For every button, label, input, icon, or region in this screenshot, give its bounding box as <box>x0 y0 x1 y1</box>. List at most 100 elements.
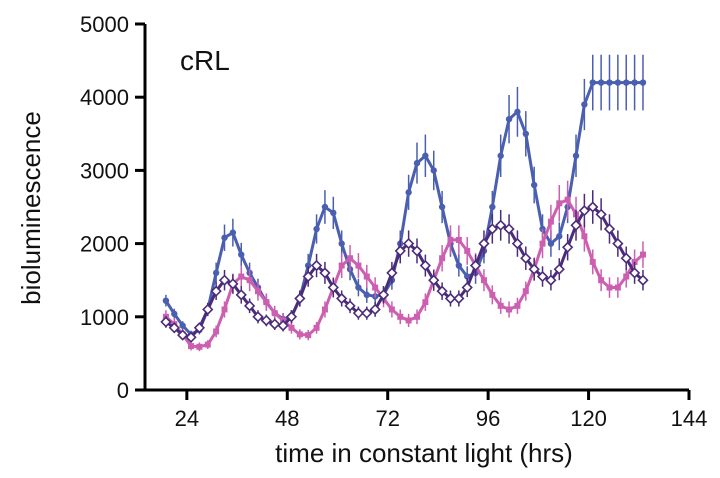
data-point <box>572 152 580 159</box>
data-point <box>536 270 549 283</box>
data-point <box>319 267 331 279</box>
data-point <box>603 223 616 235</box>
data-point <box>363 273 370 280</box>
data-point <box>628 267 641 279</box>
y-tick-label: 1000 <box>80 305 129 330</box>
axes: 0 1000 2000 3000 4000 5000 24 48 72 96 120 144 <box>80 12 707 431</box>
data-point <box>221 234 228 241</box>
data-point <box>428 274 440 286</box>
data-point <box>162 297 170 304</box>
data-point <box>614 79 622 86</box>
data-point <box>522 130 529 137</box>
data-point <box>196 343 203 350</box>
data-point <box>623 79 630 86</box>
data-point <box>528 263 540 275</box>
data-point <box>564 196 571 203</box>
data-point <box>480 277 487 284</box>
series-line <box>164 198 644 349</box>
data-point <box>497 302 504 309</box>
data-point <box>413 159 421 167</box>
data-point <box>520 252 532 264</box>
data-point <box>338 262 345 269</box>
y-tick-label: 4000 <box>80 85 129 110</box>
data-point <box>539 240 546 247</box>
data-point <box>294 292 306 305</box>
data-point <box>464 247 471 254</box>
data-point <box>637 274 649 286</box>
data-point <box>377 289 390 301</box>
series-line <box>164 81 643 336</box>
data-point <box>227 278 239 290</box>
data-point <box>612 237 624 250</box>
data-point <box>355 284 362 291</box>
data-point <box>285 311 298 323</box>
data-point <box>422 299 429 306</box>
data-point <box>372 284 379 291</box>
data-point <box>405 317 412 324</box>
data-point <box>321 203 329 211</box>
data-point <box>595 208 607 220</box>
data-point <box>581 233 588 240</box>
data-point <box>271 310 278 317</box>
x-tick-label: 24 <box>175 406 199 431</box>
data-point <box>179 322 186 329</box>
data-point <box>243 300 256 312</box>
data-point <box>556 233 563 240</box>
data-point <box>587 201 599 213</box>
data-point <box>414 313 420 320</box>
data-point <box>503 223 515 235</box>
data-point <box>444 292 457 305</box>
data-point <box>606 284 613 291</box>
x-tick-label: 120 <box>570 406 607 431</box>
data-point <box>188 343 195 350</box>
data-point <box>581 101 588 108</box>
data-point <box>547 218 554 225</box>
data-point <box>547 240 555 247</box>
data-point <box>254 288 261 295</box>
data-point <box>553 263 565 275</box>
data-point <box>235 289 247 301</box>
data-point <box>453 292 465 305</box>
y-tick-label: 5000 <box>80 12 129 37</box>
data-point <box>469 259 482 272</box>
data-point <box>212 269 220 277</box>
x-tick-label: 144 <box>671 406 708 431</box>
series-layer <box>160 54 649 352</box>
data-point <box>455 236 462 243</box>
data-point <box>464 273 471 280</box>
series-line <box>165 205 644 339</box>
data-point <box>361 307 373 319</box>
x-tick-label: 72 <box>375 406 399 431</box>
data-point <box>218 274 231 286</box>
series-1 <box>162 54 647 339</box>
data-point <box>160 316 172 328</box>
data-point <box>405 189 412 196</box>
data-point <box>305 262 312 269</box>
data-point <box>238 273 245 280</box>
y-tick-label: 3000 <box>80 158 129 183</box>
data-point <box>193 322 206 334</box>
data-point <box>597 79 605 86</box>
data-point <box>363 291 370 299</box>
data-point <box>505 115 513 123</box>
data-point <box>436 285 448 297</box>
chart-annotation: cRL <box>180 45 230 76</box>
data-point <box>570 219 582 231</box>
data-point <box>511 237 524 250</box>
data-point <box>260 314 272 327</box>
data-point <box>336 292 348 305</box>
data-point <box>461 281 473 294</box>
data-point <box>210 285 222 297</box>
data-point <box>489 291 496 298</box>
data-point <box>386 267 398 279</box>
data-point <box>177 329 189 341</box>
data-point <box>171 310 178 318</box>
data-point <box>589 79 596 86</box>
data-point <box>614 284 621 291</box>
data-point <box>213 328 220 335</box>
data-point <box>327 281 339 294</box>
data-point <box>355 262 362 269</box>
data-point <box>352 307 365 319</box>
data-point <box>506 306 513 313</box>
